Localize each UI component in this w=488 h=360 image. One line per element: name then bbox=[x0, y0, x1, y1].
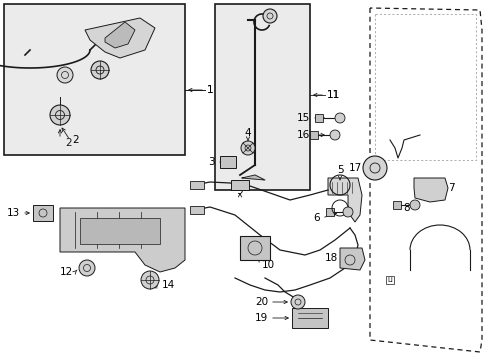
Text: 5: 5 bbox=[336, 165, 343, 175]
Bar bbox=[291, 308, 327, 328]
Circle shape bbox=[57, 67, 73, 83]
Bar bbox=[190, 206, 203, 214]
Circle shape bbox=[263, 9, 276, 23]
Circle shape bbox=[329, 130, 339, 140]
Text: 14: 14 bbox=[162, 280, 175, 290]
Text: 6: 6 bbox=[313, 213, 319, 223]
Text: 13: 13 bbox=[7, 208, 20, 218]
Circle shape bbox=[362, 156, 386, 180]
Text: 2: 2 bbox=[72, 135, 79, 145]
Text: 1: 1 bbox=[206, 85, 213, 95]
Text: 12: 12 bbox=[60, 267, 73, 277]
Polygon shape bbox=[105, 22, 135, 48]
Circle shape bbox=[141, 271, 159, 289]
Text: 20: 20 bbox=[254, 297, 267, 307]
Circle shape bbox=[290, 295, 305, 309]
Text: LI: LI bbox=[386, 277, 392, 283]
Text: 8: 8 bbox=[403, 203, 409, 213]
Circle shape bbox=[409, 200, 419, 210]
Text: 11: 11 bbox=[326, 90, 340, 100]
Text: 4: 4 bbox=[244, 128, 251, 138]
Circle shape bbox=[342, 207, 352, 217]
Circle shape bbox=[79, 260, 95, 276]
Polygon shape bbox=[60, 208, 184, 272]
Text: 18: 18 bbox=[324, 253, 337, 263]
Text: 11: 11 bbox=[326, 90, 340, 100]
Bar bbox=[240, 236, 269, 260]
Bar bbox=[309, 131, 317, 139]
Bar bbox=[190, 181, 203, 189]
Bar bbox=[392, 201, 400, 209]
Circle shape bbox=[91, 61, 109, 79]
Bar bbox=[314, 114, 323, 122]
Circle shape bbox=[241, 141, 254, 155]
Circle shape bbox=[334, 113, 345, 123]
Bar bbox=[33, 205, 53, 221]
Text: 1: 1 bbox=[206, 85, 213, 95]
Text: 10: 10 bbox=[262, 260, 275, 270]
Text: 17: 17 bbox=[348, 163, 361, 173]
Bar bbox=[80, 218, 160, 244]
Text: 16: 16 bbox=[296, 130, 309, 140]
Polygon shape bbox=[242, 175, 264, 180]
Polygon shape bbox=[327, 178, 361, 222]
Polygon shape bbox=[339, 248, 364, 270]
Bar bbox=[215, 4, 309, 190]
Text: 15: 15 bbox=[296, 113, 309, 123]
Text: 7: 7 bbox=[447, 183, 454, 193]
Polygon shape bbox=[85, 18, 155, 58]
Bar bbox=[230, 180, 248, 190]
Bar bbox=[4, 4, 184, 155]
Text: 19: 19 bbox=[254, 313, 267, 323]
Text: 2: 2 bbox=[65, 138, 71, 148]
Circle shape bbox=[50, 105, 70, 125]
Bar bbox=[220, 156, 236, 168]
Bar bbox=[325, 208, 333, 216]
Text: 9: 9 bbox=[236, 186, 243, 196]
Text: 3: 3 bbox=[208, 157, 215, 167]
Polygon shape bbox=[413, 178, 447, 202]
